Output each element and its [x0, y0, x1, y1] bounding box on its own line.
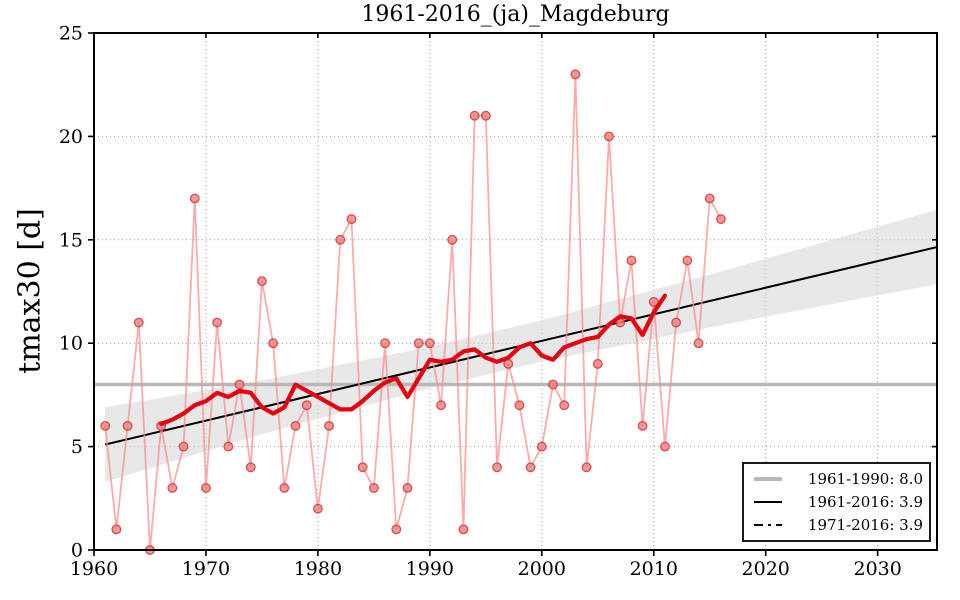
data-point-marker [514, 400, 525, 411]
legend-label: 1961-1990: 8.0 [807, 469, 923, 488]
data-point-marker [480, 110, 491, 121]
data-point-marker [660, 441, 670, 452]
data-point-marker [133, 317, 144, 328]
y-axis-label: tmax30 [d] [12, 208, 48, 374]
data-point-marker [525, 462, 536, 473]
x-tick-label: 1960 [70, 558, 118, 580]
data-point-marker [402, 483, 413, 493]
data-point-marker [212, 317, 223, 328]
data-point-marker [201, 483, 211, 493]
trend-line-dashdot [216, 246, 938, 419]
data-point-marker [268, 338, 279, 349]
data-point-marker [536, 441, 547, 452]
x-tick-label: 1980 [294, 558, 342, 580]
x-tick-label: 2010 [630, 558, 678, 580]
data-point-marker [637, 420, 648, 431]
data-point-marker [111, 524, 122, 535]
data-point-marker [189, 193, 200, 204]
data-point-marker [492, 462, 502, 473]
legend-item: 1971-2016: 3.9 [754, 514, 923, 536]
data-point-marker [279, 483, 290, 493]
x-tick-label: 2020 [742, 558, 790, 580]
y-tick-label: 25 [59, 23, 83, 45]
data-point-marker [458, 524, 469, 535]
annual-series-line [104, 74, 722, 551]
axes-frame [93, 32, 938, 551]
data-point-marker [469, 110, 480, 121]
legend-line-sample-solid [754, 500, 782, 503]
data-point-marker [671, 317, 682, 328]
data-point-marker [368, 483, 379, 493]
legend-item: 1961-2016: 3.9 [754, 491, 923, 513]
legend-line-sample-mean [754, 476, 782, 481]
data-point-marker [682, 255, 693, 266]
legend-line-sample-dashdot [754, 524, 782, 527]
y-tick-label: 0 [71, 540, 83, 562]
legend-item: 1961-1990: 8.0 [754, 468, 923, 490]
data-point-marker [548, 379, 558, 390]
data-point-marker [380, 338, 391, 349]
data-point-marker [704, 193, 715, 204]
data-point-marker [100, 420, 111, 431]
data-point-marker [391, 524, 402, 535]
data-point-marker [604, 131, 614, 142]
data-point-marker [312, 503, 323, 514]
data-point-marker [447, 234, 458, 245]
data-point-marker [324, 420, 335, 431]
data-point-marker [581, 462, 592, 473]
data-point-marker [223, 441, 234, 452]
data-point-marker [335, 234, 346, 245]
data-point-marker [436, 400, 447, 411]
x-tick-label: 1990 [406, 558, 454, 580]
data-point-marker [570, 69, 581, 80]
data-point-marker [559, 400, 570, 411]
data-point-marker [626, 255, 637, 266]
chart-title: 1961-2016_(ja)_Magdeburg [361, 2, 670, 27]
data-point-marker [256, 276, 267, 287]
y-tick-label: 5 [71, 436, 83, 458]
data-point-marker [290, 420, 301, 431]
data-point-marker [424, 338, 435, 349]
data-point-marker [715, 214, 726, 225]
x-tick-label: 2000 [518, 558, 566, 580]
y-tick-label: 10 [59, 333, 83, 355]
x-tick-label: 2030 [853, 558, 901, 580]
data-point-marker [122, 420, 133, 431]
data-point-marker [234, 379, 245, 390]
smoothed-series-line [159, 293, 668, 426]
data-point-marker [693, 338, 704, 349]
data-point-marker [357, 462, 368, 473]
data-point-marker [346, 214, 357, 225]
legend-label: 1961-2016: 3.9 [807, 492, 923, 511]
data-point-marker [413, 338, 424, 349]
data-point-marker [301, 400, 312, 411]
y-tick-label: 20 [59, 126, 83, 148]
x-tick-label: 1970 [182, 558, 230, 580]
data-point-marker [648, 296, 659, 307]
data-point-marker [167, 483, 178, 493]
data-point-marker [178, 441, 189, 452]
data-point-marker [592, 358, 603, 369]
legend-box: 1961-1990: 8.0 1961-2016: 3.9 1971-2016: 3… [742, 462, 931, 542]
y-tick-label: 15 [59, 229, 83, 251]
legend-label: 1971-2016: 3.9 [807, 516, 923, 535]
data-point-marker [245, 462, 256, 473]
